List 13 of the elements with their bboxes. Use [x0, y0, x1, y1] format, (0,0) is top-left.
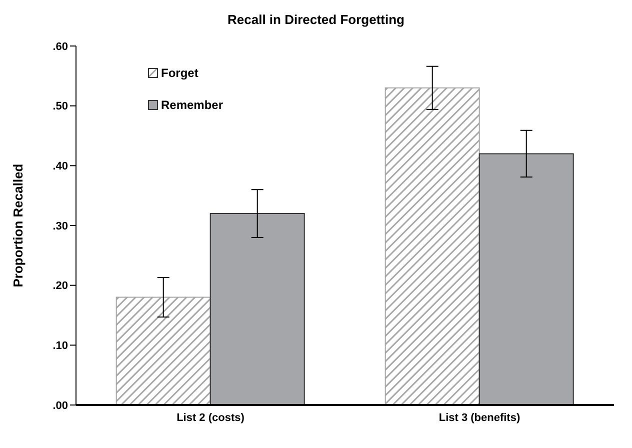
- x-tick-label: List 2 (costs): [176, 412, 245, 424]
- legend-label: Forget: [161, 66, 198, 80]
- y-tick-label: .20: [52, 280, 68, 292]
- y-tick-label: .00: [52, 400, 68, 412]
- y-tick-label: .30: [52, 220, 68, 232]
- y-tick-label: .50: [52, 100, 68, 113]
- y-axis-title: Proportion Recalled: [10, 164, 26, 288]
- x-tick-label: List 3 (benefits): [438, 412, 520, 424]
- legend-label: Remember: [161, 98, 224, 112]
- y-tick-label: .60: [52, 40, 68, 53]
- chart-title: Recall in Directed Forgetting: [226, 12, 406, 27]
- y-tick-label: .10: [52, 340, 68, 352]
- y-tick-label: .40: [52, 160, 68, 173]
